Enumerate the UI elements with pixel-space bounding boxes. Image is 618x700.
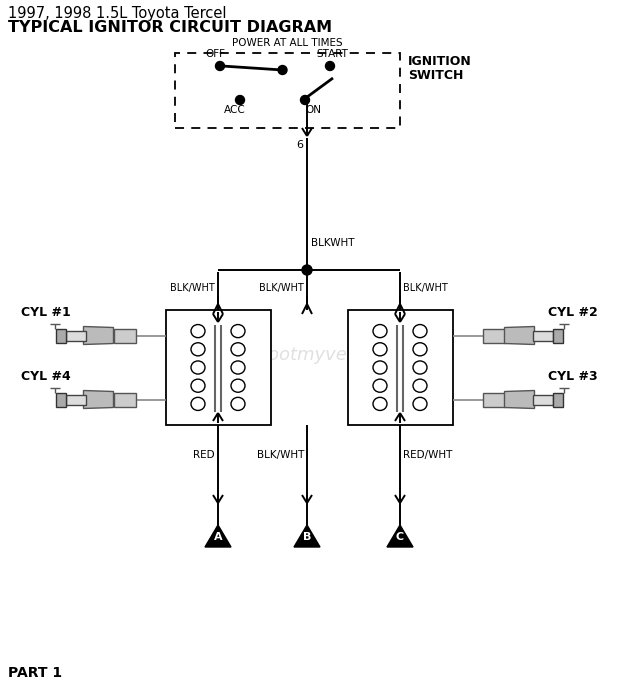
Bar bbox=[114, 328, 135, 342]
Bar bbox=[56, 393, 66, 407]
Text: RED/WHT: RED/WHT bbox=[403, 450, 452, 460]
Text: BLK/WHT: BLK/WHT bbox=[403, 283, 448, 293]
Circle shape bbox=[302, 265, 312, 275]
Text: BLKWHT: BLKWHT bbox=[311, 238, 355, 248]
Bar bbox=[56, 328, 66, 342]
Polygon shape bbox=[83, 391, 114, 409]
Bar bbox=[347, 310, 452, 425]
Bar bbox=[533, 330, 552, 340]
Text: 6: 6 bbox=[296, 140, 303, 150]
Polygon shape bbox=[205, 525, 231, 547]
Circle shape bbox=[300, 95, 310, 104]
Circle shape bbox=[235, 95, 245, 104]
Bar bbox=[66, 330, 85, 340]
Polygon shape bbox=[83, 326, 114, 344]
Text: POWER AT ALL TIMES: POWER AT ALL TIMES bbox=[232, 38, 343, 48]
Text: RED: RED bbox=[193, 450, 215, 460]
Text: troubleshootmyvehicle.com: troubleshootmyvehicle.com bbox=[184, 346, 434, 364]
Text: 1997, 1998 1.5L Toyota Tercel: 1997, 1998 1.5L Toyota Tercel bbox=[8, 6, 227, 21]
Bar bbox=[166, 310, 271, 425]
Text: CYL #2: CYL #2 bbox=[548, 307, 598, 319]
Text: B: B bbox=[303, 532, 311, 542]
Polygon shape bbox=[294, 525, 320, 547]
Circle shape bbox=[326, 62, 334, 71]
Text: ACC: ACC bbox=[224, 105, 246, 115]
Text: A: A bbox=[214, 532, 222, 542]
Bar bbox=[483, 328, 504, 342]
Bar bbox=[552, 393, 562, 407]
Polygon shape bbox=[504, 326, 535, 344]
Circle shape bbox=[278, 66, 287, 74]
Text: TYPICAL IGNITOR CIRCUIT DIAGRAM: TYPICAL IGNITOR CIRCUIT DIAGRAM bbox=[8, 20, 332, 35]
Text: C: C bbox=[396, 532, 404, 542]
Text: START: START bbox=[316, 49, 348, 59]
Bar bbox=[552, 328, 562, 342]
Text: CYL #4: CYL #4 bbox=[20, 370, 70, 384]
Bar bbox=[533, 395, 552, 405]
Text: OFF: OFF bbox=[205, 49, 225, 59]
Bar bbox=[175, 53, 400, 128]
Text: SWITCH: SWITCH bbox=[408, 69, 464, 82]
Text: BLK/WHT: BLK/WHT bbox=[256, 450, 304, 460]
Text: CYL #1: CYL #1 bbox=[20, 307, 70, 319]
Text: BLK/WHT: BLK/WHT bbox=[259, 283, 304, 293]
Text: CYL #3: CYL #3 bbox=[548, 370, 598, 384]
Bar bbox=[66, 395, 85, 405]
Text: BLK/WHT: BLK/WHT bbox=[170, 283, 215, 293]
Polygon shape bbox=[504, 391, 535, 409]
Polygon shape bbox=[387, 525, 413, 547]
Bar bbox=[483, 393, 504, 407]
Circle shape bbox=[216, 62, 224, 71]
Text: PART 1: PART 1 bbox=[8, 666, 62, 680]
Text: ON: ON bbox=[305, 105, 321, 115]
Text: IGNITION: IGNITION bbox=[408, 55, 472, 68]
Bar bbox=[114, 393, 135, 407]
